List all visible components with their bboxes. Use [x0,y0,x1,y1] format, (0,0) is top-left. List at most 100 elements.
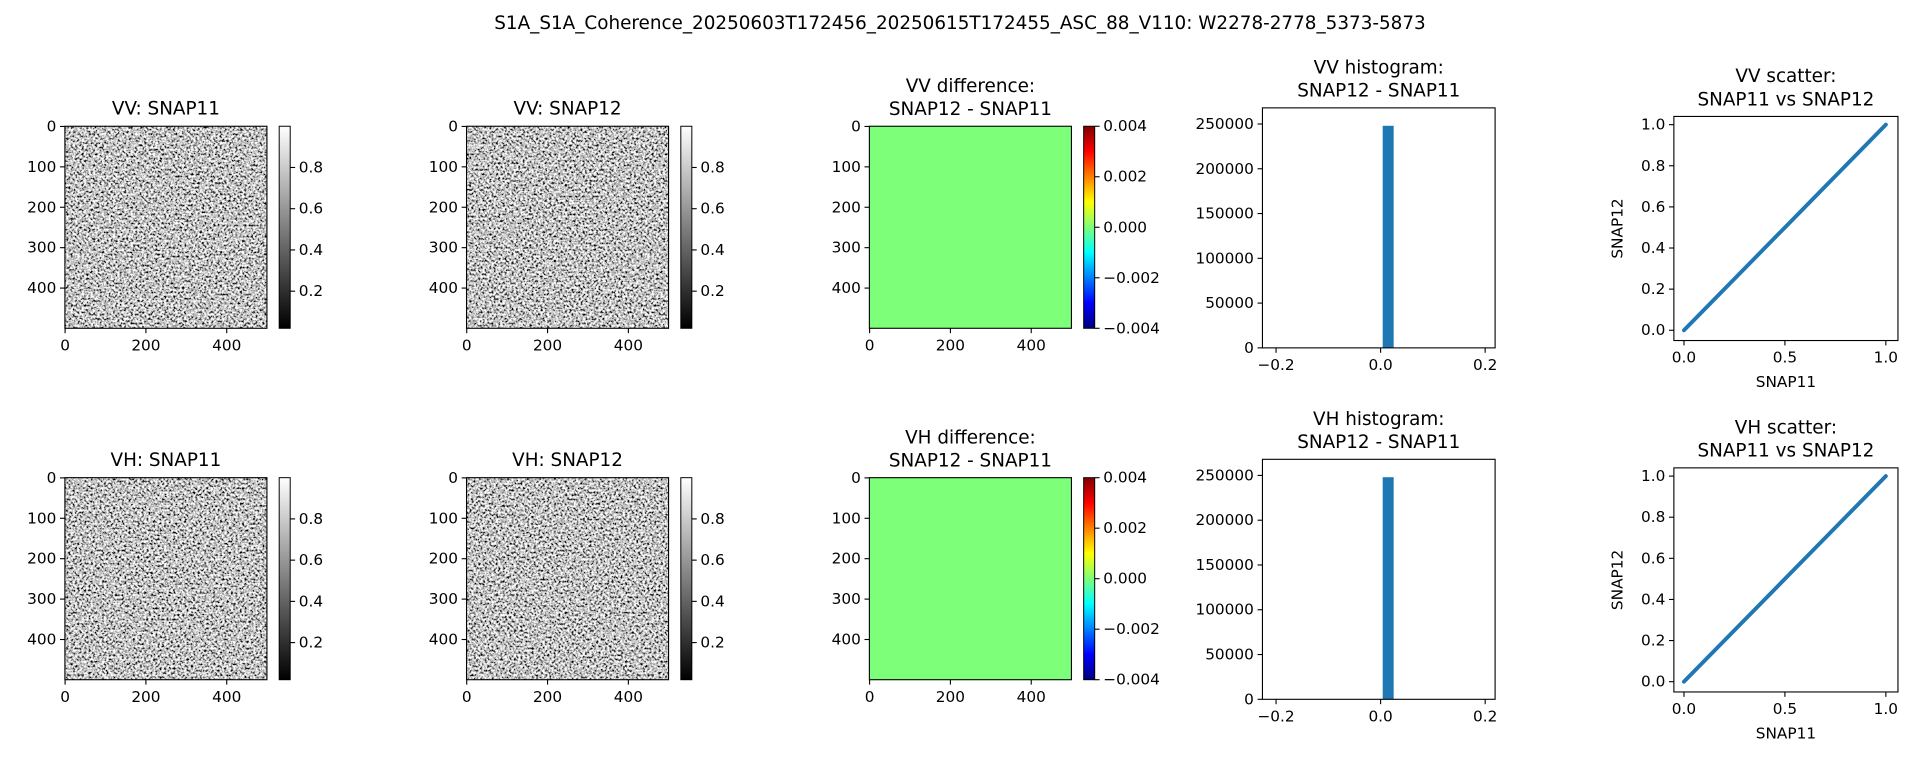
y-tick-label: 200 [832,198,861,216]
y-tick-label: 0.8 [1641,508,1665,526]
y-tick-label: 200 [429,198,458,216]
image [64,477,267,680]
x-tick-label: −0.2 [1257,356,1294,374]
colorbar-tick-label: 0.8 [700,158,724,176]
axes-frame [868,477,1072,681]
colorbar-tick-label: 0.6 [299,200,323,218]
subplot-title: VV histogram: SNAP12 - SNAP11 [1297,57,1460,101]
colorbar-tick-label: 0.000 [1103,218,1147,236]
image [466,126,669,329]
x-tick-label: 0.0 [1672,700,1696,718]
y-tick-label: 100 [832,158,861,176]
colorbar-tick-label: 0.6 [299,551,323,569]
x-tick-label: 400 [1017,336,1046,354]
y-tick-label: 0.8 [1641,157,1665,175]
y-tick-label: 0.4 [1641,239,1665,257]
y-tick-label: 250000 [1195,466,1253,484]
x-tick-label: 200 [131,336,160,354]
y-tick-label: 0 [47,469,57,487]
axes-frame [1673,467,1899,693]
y-tick-label: 400 [429,279,458,297]
colorbar [278,477,291,681]
y-tick-label: 200 [27,198,56,216]
subplot-title: VV scatter: SNAP11 vs SNAP12 [1697,66,1874,110]
x-tick-label: 0.5 [1773,700,1797,718]
y-tick-label: 200 [429,550,458,568]
axes-frame [465,125,670,329]
x-tick-label: 0 [865,336,875,354]
colorbar-tick-label: −0.004 [1103,671,1160,689]
colorbar [278,125,291,329]
y-tick-label: 0 [851,117,861,135]
x-tick-label: 0.2 [1473,707,1497,725]
x-tick-label: 0.0 [1672,349,1696,367]
scatter-points [1682,122,1888,333]
subplot-title: VH: SNAP11 [111,450,222,471]
histogram-bar [1382,125,1394,348]
colorbar-tick-label: 0.000 [1103,570,1147,588]
y-tick-label: 300 [832,590,861,608]
y-tick-label: 0 [448,117,458,135]
colorbar [1083,477,1096,681]
colorbar-tick-label: 0.4 [299,241,323,259]
x-tick-label: 1.0 [1874,700,1898,718]
x-tick-label: 1.0 [1874,349,1898,367]
y-tick-label: 50000 [1205,294,1254,312]
x-tick-label: 400 [1017,688,1046,706]
x-tick-label: 400 [212,336,241,354]
image [869,477,1072,680]
y-tick-label: 300 [429,590,458,608]
y-tick-label: 300 [429,239,458,257]
y-tick-label: 150000 [1195,556,1253,574]
x-tick-label: 200 [936,688,965,706]
y-tick-label: 400 [832,279,861,297]
subplot-title: VH histogram: SNAP12 - SNAP11 [1297,408,1460,452]
x-tick-label: 0.0 [1368,707,1392,725]
y-tick-label: 0.6 [1641,549,1665,567]
y-tick-label: 200 [27,550,56,568]
x-axis-label: SNAP11 [1756,725,1816,743]
y-tick-label: 100 [27,509,56,527]
colorbar-tick-label: 0.4 [700,241,724,259]
y-tick-label: 0.6 [1641,198,1665,216]
y-tick-label: 0 [851,469,861,487]
y-tick-label: 250000 [1195,115,1253,133]
colorbar-tick-label: 0.6 [700,551,724,569]
axes-frame [1261,107,1496,349]
y-tick-label: 1.0 [1641,116,1665,134]
y-tick-label: 1.0 [1641,467,1665,485]
subplot-title: VV difference: SNAP12 - SNAP11 [889,75,1052,119]
y-tick-label: 300 [27,239,56,257]
y-tick-label: 100 [429,158,458,176]
colorbar-tick-label: 0.4 [299,592,323,610]
y-tick-label: 0.0 [1641,321,1665,339]
y-tick-label: 100000 [1195,601,1253,619]
y-tick-label: 0.2 [1641,280,1665,298]
image [869,126,1072,329]
y-tick-label: 200000 [1195,160,1253,178]
subplot-title: VH scatter: SNAP11 vs SNAP12 [1697,417,1874,461]
y-tick-label: 400 [429,631,458,649]
y-tick-label: 300 [27,590,56,608]
y-tick-label: 100 [27,158,56,176]
axes-frame [1673,115,1899,342]
x-tick-label: 200 [131,688,160,706]
subplot-title: VV: SNAP11 [112,99,220,120]
colorbar-tick-label: 0.2 [299,634,323,652]
y-tick-label: 200 [832,550,861,568]
figure-title: S1A_S1A_Coherence_20250603T172456_202506… [494,13,1425,34]
axes-frame [1261,458,1496,700]
colorbar-tick-label: 0.8 [299,510,323,528]
x-tick-label: 0 [462,688,472,706]
axes-frame [868,125,1072,329]
colorbar-tick-label: 0.4 [700,592,724,610]
y-tick-label: 100 [832,509,861,527]
colorbar [680,477,693,681]
image [64,126,267,329]
x-tick-label: 200 [533,688,562,706]
subplot-title: VH difference: SNAP12 - SNAP11 [889,427,1052,471]
x-tick-label: 0 [865,688,875,706]
x-tick-label: 0 [60,336,70,354]
